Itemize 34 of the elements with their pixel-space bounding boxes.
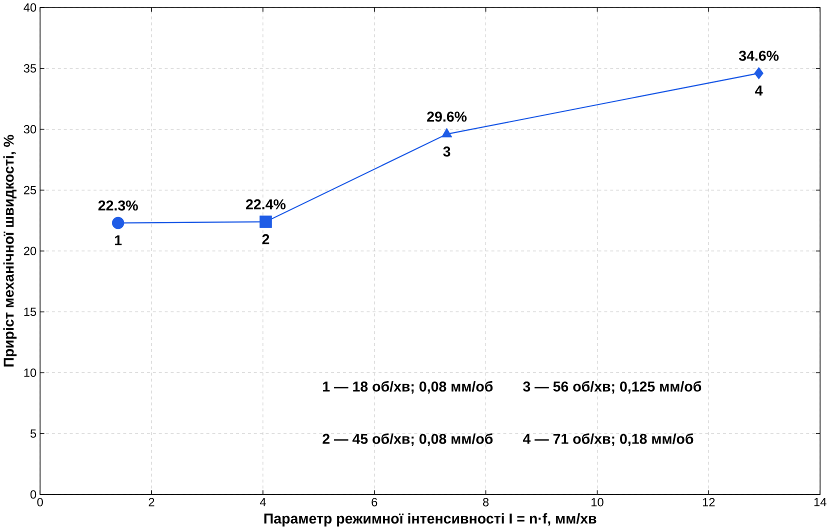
- x-axis-title: Параметр режимної інтенсивності I = n·f, мм/хв: [264, 513, 596, 527]
- x-tick-label: 12: [702, 498, 715, 506]
- y-axis-title: Приріст механічної швидкості, %: [3, 135, 17, 367]
- data-label: 34.6%: [738, 50, 779, 61]
- x-tick-label: 14: [814, 498, 826, 506]
- annotation: 3: [443, 146, 450, 157]
- y-tick-label: 25: [24, 186, 36, 194]
- annotation: 1: [115, 236, 122, 246]
- annotation: 4: [755, 86, 763, 96]
- x-tick-label: 4: [260, 498, 266, 506]
- annotation: 2: [262, 234, 270, 244]
- point: [112, 216, 124, 230]
- x-tick-label: 6: [372, 498, 378, 506]
- annotation: 1 — 18 об/хв; 0,08 мм/об: [323, 381, 493, 394]
- data-label: 29.6%: [427, 112, 467, 122]
- y-tick-label: 30: [24, 125, 36, 134]
- y-tick-label: 40: [24, 3, 36, 12]
- y-tick-label: 5: [30, 430, 36, 438]
- x-tick-label: 0: [37, 498, 43, 506]
- x-tick-label: 10: [592, 498, 604, 506]
- y-tick-label: 0: [30, 490, 36, 499]
- x-tick-label: 8: [483, 498, 489, 506]
- point: [260, 216, 272, 228]
- data-label: 22.3%: [98, 200, 138, 211]
- annotation: 4 — 71 об/хв; 0,18 мм/об: [522, 433, 694, 446]
- annotation: 2 — 45 об/хв; 0,08 мм/об: [322, 433, 493, 446]
- point: [441, 128, 452, 138]
- y-tick-label: 20: [24, 246, 36, 256]
- y-tick-label: 35: [24, 64, 36, 73]
- annotation: 3 — 56 об/хв; 0,125 мм/об: [523, 381, 702, 394]
- y-tick-label: 15: [24, 308, 36, 316]
- data-label: 22.4%: [246, 199, 286, 210]
- x-tick-label: 2: [148, 498, 154, 506]
- y-tick-label: 10: [24, 368, 36, 378]
